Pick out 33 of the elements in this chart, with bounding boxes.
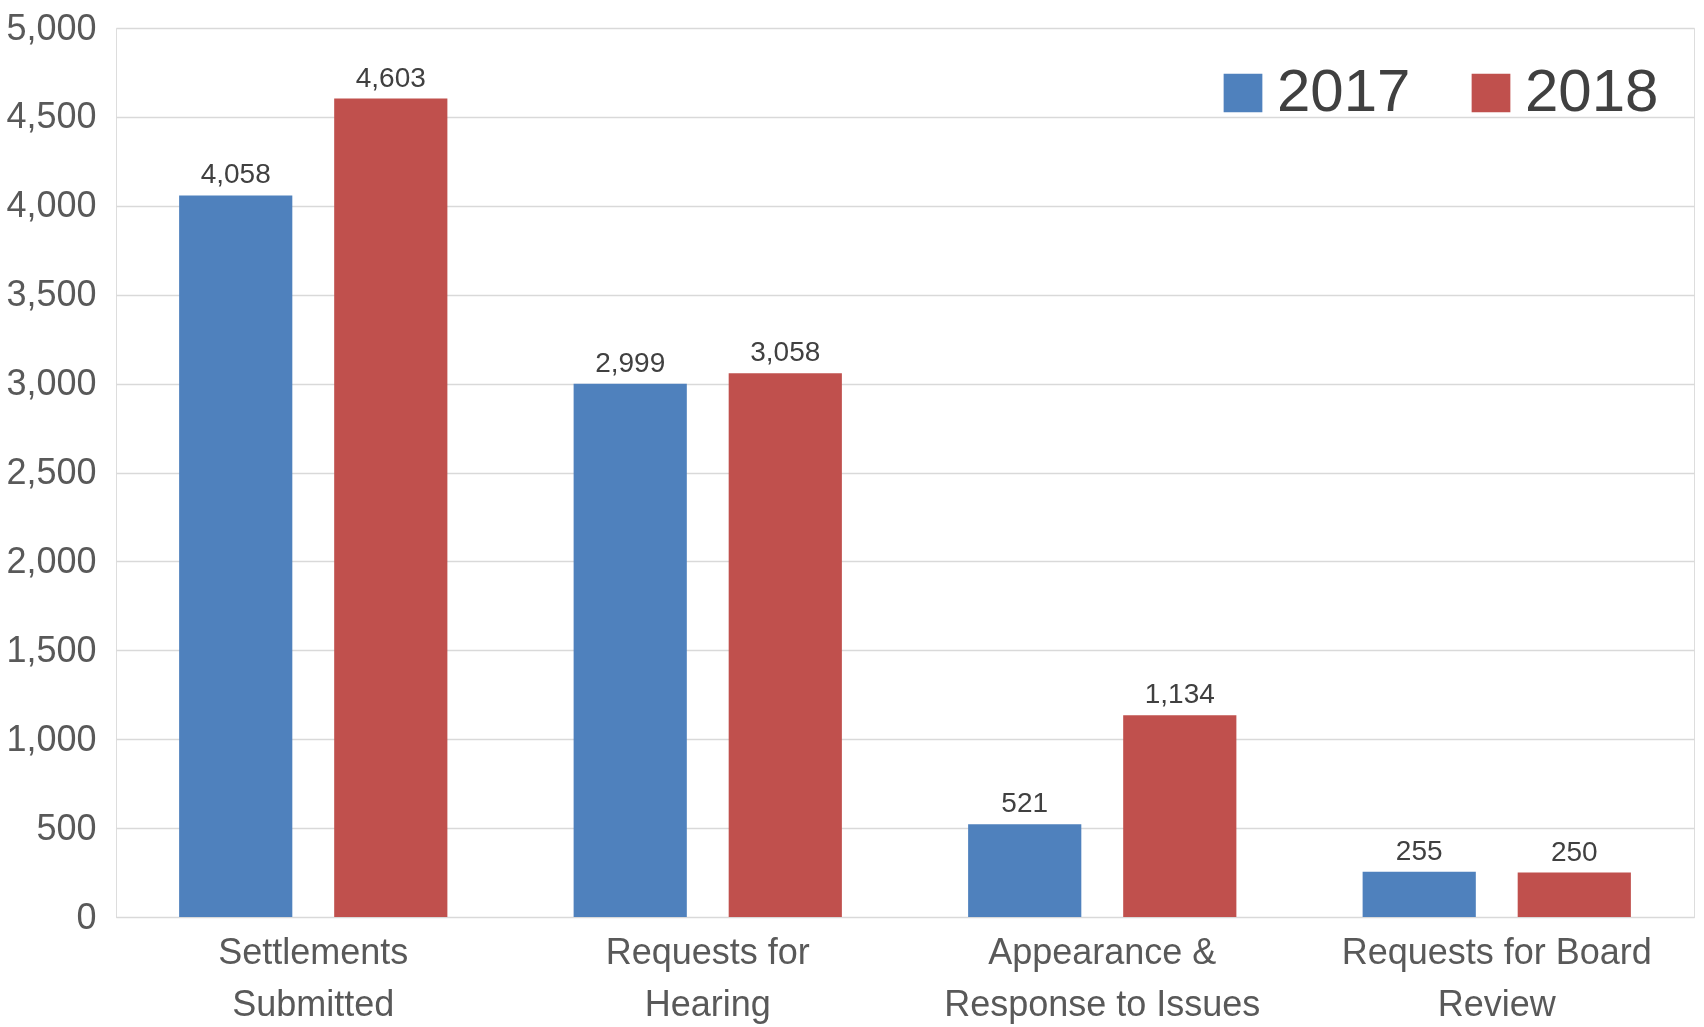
legend-label: 2018	[1525, 57, 1659, 124]
y-tick-label: 500	[36, 806, 97, 848]
bar	[573, 383, 687, 917]
data-label: 4,603	[355, 61, 426, 93]
bar	[968, 824, 1082, 917]
data-label: 4,058	[200, 158, 271, 190]
y-tick-label: 3,000	[6, 362, 97, 404]
x-tick-label: Appearance & Response to Issues	[944, 930, 1261, 1024]
data-label: 250	[1550, 835, 1598, 867]
y-tick-label: 2,500	[6, 451, 97, 492]
data-label: 255	[1395, 834, 1443, 866]
y-tick-label: 0	[76, 895, 97, 937]
data-label: 1,134	[1144, 678, 1215, 710]
bar	[179, 195, 293, 917]
y-tick-label: 5,000	[6, 6, 97, 48]
y-tick-label: 1,000	[6, 717, 97, 759]
y-tick-label: 4,000	[6, 184, 97, 226]
data-label: 3,058	[750, 336, 821, 368]
bar	[1123, 715, 1237, 917]
y-tick-label: 1,500	[6, 628, 97, 670]
y-tick-label: 3,500	[6, 273, 97, 315]
bar	[728, 373, 842, 917]
bar	[1362, 871, 1476, 917]
x-tick-label: Settlements Submitted	[218, 930, 409, 1024]
legend-label: 2017	[1277, 57, 1411, 124]
data-label: 521	[1001, 787, 1049, 819]
data-label: 2,999	[595, 346, 666, 378]
x-tick-label: Requests for Board Review	[1341, 930, 1652, 1024]
bar	[1517, 872, 1631, 917]
bar	[334, 98, 448, 917]
y-tick-label: 4,500	[6, 95, 97, 137]
x-tick-label: Requests for Hearing	[605, 930, 810, 1024]
y-tick-label: 2,000	[6, 539, 97, 581]
